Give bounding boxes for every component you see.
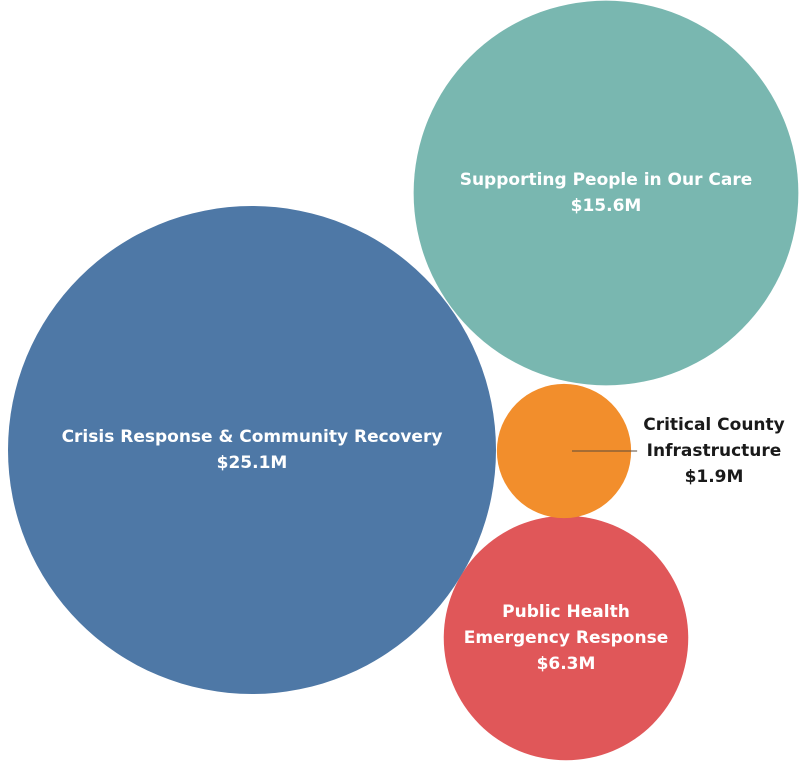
bubble-circle-crisis: [8, 206, 496, 694]
bubble-circle-supporting: [413, 0, 799, 386]
bubble-label-critical-infra-1: Infrastructure: [647, 441, 782, 461]
bubble-label-supporting-0: Supporting People in Our Care: [460, 170, 753, 190]
bubble-label-crisis-0: Crisis Response & Community Recovery: [62, 427, 443, 447]
bubble-value-crisis: $25.1M: [217, 453, 288, 473]
bubble-label-public-health-1: Emergency Response: [464, 628, 668, 648]
bubble-label-public-health-0: Public Health: [502, 602, 630, 622]
bubble-circle-critical-infra: [496, 383, 632, 519]
bubble-supporting: Supporting People in Our Care $15.6M: [413, 0, 799, 386]
bubble-critical-infra: Critical County Infrastructure $1.9M: [496, 383, 785, 519]
bubble-value-critical-infra: $1.9M: [685, 467, 744, 487]
bubble-crisis: Crisis Response & Community Recovery $25.…: [8, 206, 496, 694]
bubble-public-health: Public Health Emergency Response $6.3M: [443, 515, 689, 761]
bubble-value-public-health: $6.3M: [537, 654, 596, 674]
bubble-label-critical-infra-0: Critical County: [643, 415, 785, 435]
bubble-circle-public-health: [443, 515, 689, 761]
bubble-value-supporting: $15.6M: [571, 196, 642, 216]
